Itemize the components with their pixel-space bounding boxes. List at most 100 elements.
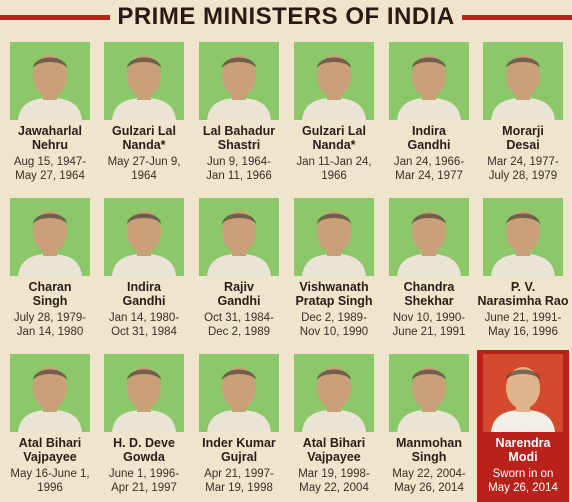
name: Gulzari Lal Nanda* [288,124,380,152]
name-line: Morarji [502,124,544,138]
portrait [112,367,176,432]
tenure: July 28, 1979- Jan 14, 1980 [4,311,96,339]
portrait [18,211,82,276]
tenure-line: Mar 24, 1977- [487,156,559,168]
photo [104,198,184,276]
tenure-line: Oct 31, 1984- [204,312,274,324]
name: P. V. Narasimha Rao [477,280,569,308]
portrait [302,55,366,120]
tenure-line: May 26, 2014 [394,482,464,494]
name-line: Indira [411,124,447,138]
title-rule [462,15,572,20]
tenure: Jan 14, 1980- Oct 31, 1984 [98,311,190,339]
name-line: P. V. [510,280,536,294]
name-line: Rajiv [224,280,254,294]
name: H. D. Deve Gowda [98,436,190,464]
name-line: Gandhi [122,294,166,308]
photo [389,198,469,276]
photo [199,42,279,120]
tenure-line: Dec 2, 1989- [301,312,367,324]
name: Manmohan Singh [383,436,475,464]
minister-card: Inder Kumar Gujral Apr 21, 1997- Mar 19, 19… [193,350,285,502]
portrait [207,367,271,432]
name-line: H. D. Deve [113,436,175,450]
tenure: Aug 15, 1947- May 27, 1964 [4,155,96,183]
name-line: Chandra [403,280,455,294]
tenure-line: Jan 14, 1980- [108,312,180,324]
name: Narendra Modi [477,436,569,464]
name-line: Atal Bihari [302,436,366,450]
portrait [397,367,461,432]
portrait [397,211,461,276]
name-line: Atal Bihari [18,436,82,450]
tenure: Jun 9, 1964- Jan 11, 1966 [193,155,285,183]
minister-card: Atal Bihari Vajpayee Mar 19, 1998- May 22, … [288,350,380,502]
tenure-line: Mar 19, 1998- [298,468,370,480]
name-line: Narendra [495,436,551,450]
minister-card: Manmohan Singh May 22, 2004- May 26, 2014 [383,350,475,502]
name-line: Shekhar [404,294,454,308]
tenure-line: May 27, 1964 [15,170,85,182]
minister-card: Morarji Desai Mar 24, 1977- July 28, 1979 [477,38,569,190]
name: Chandra Shekhar [383,280,475,308]
minister-card: Charan Singh July 28, 1979- Jan 14, 1980 [4,194,96,346]
tenure: Nov 10, 1990- June 21, 1991 [383,311,475,339]
name: Indira Gandhi [383,124,475,152]
photo [483,354,563,432]
title-rule [0,15,110,20]
portrait [302,367,366,432]
minister-card: P. V. Narasimha Rao June 21, 1991- May 16, … [477,194,569,346]
tenure-line: Mar 19, 1998 [205,482,273,494]
photo [104,354,184,432]
minister-card: Jawaharlal Nehru Aug 15, 1947- May 27, 1964 [4,38,96,190]
tenure-line: May 16, 1996 [488,326,558,338]
tenure-line: June 21, 1991- [484,312,562,324]
portrait [397,55,461,120]
tenure-line: Jan 11-Jan 24, [296,156,372,168]
name-line: Nanda* [122,138,166,152]
name-line: Indira [126,280,162,294]
name: Jawaharlal Nehru [4,124,96,152]
minister-card: Lal Bahadur Shastri Jun 9, 1964- Jan 11, 19… [193,38,285,190]
name-line: Charan [28,280,72,294]
name-line: Narasimha Rao [477,294,569,308]
tenure: Dec 2, 1989- Nov 10, 1990 [288,311,380,339]
minister-card: H. D. Deve Gowda June 1, 1996- Apr 21, 1997 [98,350,190,502]
name-line: Singh [411,450,447,464]
tenure-line: July 28, 1979- [13,312,87,324]
portrait [18,367,82,432]
name-line: Jawaharlal [18,124,82,138]
name-line: Vajpayee [23,450,77,464]
name-line: Nehru [31,138,69,152]
portrait [112,55,176,120]
name-line: Nanda* [312,138,356,152]
tenure: Jan 11-Jan 24, 1966 [288,155,380,183]
name-line: Gulzari Lal [302,124,366,138]
photo [10,198,90,276]
name-line: Vishwanath [299,280,369,294]
minister-card: Vishwanath Pratap Singh Dec 2, 1989- Nov 10… [288,194,380,346]
tenure-line: Sworn in on [492,468,554,480]
tenure-line: May 27-Jun 9, [107,156,181,168]
minister-card: Atal Bihari Vajpayee May 16-June 1, 1996 [4,350,96,502]
name-line: Shastri [217,138,261,152]
tenure-line: Aug 15, 1947- [13,156,87,168]
name: Charan Singh [4,280,96,308]
name-line: Vajpayee [307,450,361,464]
minister-card: Gulzari Lal Nanda* Jan 11-Jan 24, 1966 [288,38,380,190]
name-line: Manmohan [396,436,462,450]
tenure-line: May 26, 2014 [488,482,558,494]
name-line: Gandhi [217,294,261,308]
tenure: Mar 19, 1998- May 22, 2004 [288,467,380,495]
portrait [491,55,555,120]
photo [199,354,279,432]
name-line: Gandhi [407,138,451,152]
tenure: Oct 31, 1984- Dec 2, 1989 [193,311,285,339]
photo [10,354,90,432]
tenure-line: Apr 21, 1997- [204,468,274,480]
tenure-line: May 22, 2004 [299,482,369,494]
minister-card: Indira Gandhi Jan 24, 1966- Mar 24, 1977 [383,38,475,190]
name: Atal Bihari Vajpayee [4,436,96,464]
portrait [207,211,271,276]
